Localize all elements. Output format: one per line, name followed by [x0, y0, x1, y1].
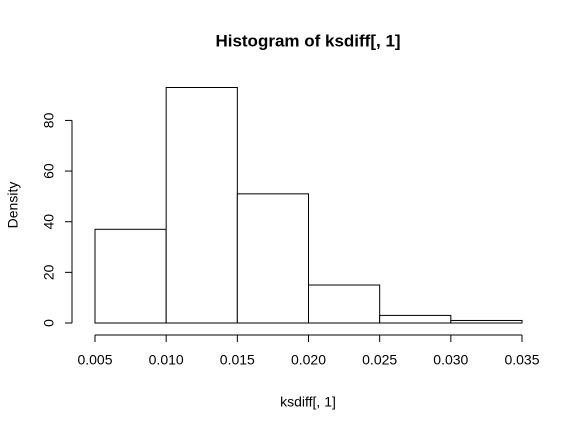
- chart-title: Histogram of ksdiff[, 1]: [215, 31, 400, 50]
- x-tick-label: 0.030: [433, 352, 468, 368]
- x-tick-label: 0.015: [220, 352, 255, 368]
- y-tick-label: 80: [41, 112, 57, 128]
- bar: [450, 319, 523, 324]
- x-tick-label: 0.010: [149, 352, 184, 368]
- y-tick-label: 60: [41, 163, 57, 179]
- x-tick-label: 0.025: [362, 352, 397, 368]
- y-tick-label: 40: [41, 214, 57, 230]
- x-axis-label: ksdiff[, 1]: [280, 394, 336, 410]
- bar: [236, 193, 309, 324]
- y-axis-label: Density: [5, 182, 21, 229]
- bar: [165, 87, 238, 324]
- x-tick-label: 0.035: [504, 352, 539, 368]
- y-tick-label: 20: [41, 264, 57, 280]
- bar: [94, 228, 167, 324]
- bar: [308, 284, 381, 324]
- x-tick-label: 0.020: [291, 352, 326, 368]
- x-tick-label: 0.005: [77, 352, 112, 368]
- bar: [379, 314, 452, 324]
- y-tick-label: 0: [41, 319, 57, 327]
